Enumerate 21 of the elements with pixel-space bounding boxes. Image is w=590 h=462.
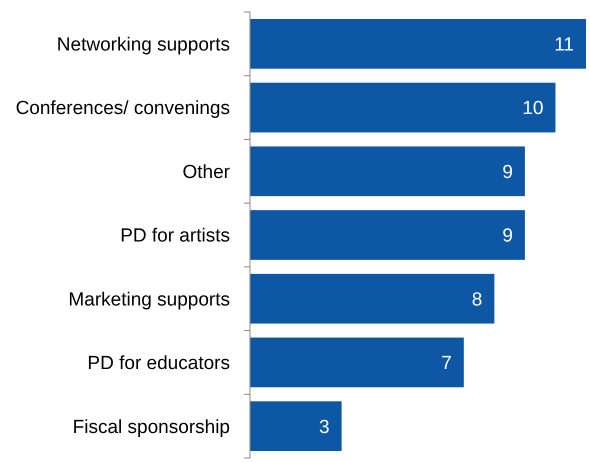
data-label: 11 [554, 34, 574, 56]
data-label: 10 [522, 98, 544, 120]
y-tick-label: Other [182, 162, 231, 183]
data-label: 3 [319, 416, 330, 438]
y-tick-label: Networking supports [56, 34, 230, 56]
bar [250, 146, 525, 196]
bar [250, 338, 464, 388]
data-label: 7 [441, 353, 452, 374]
y-tick-label: PD for artists [120, 226, 230, 247]
y-tick-label: PD for educators [87, 353, 230, 374]
y-tick-label: Fiscal sponsorship [72, 416, 230, 438]
bar [250, 274, 494, 324]
bar [250, 82, 556, 132]
bar [250, 401, 342, 451]
y-tick-label: Conferences/ convenings [16, 98, 230, 120]
data-label: 9 [502, 162, 513, 183]
data-label: 9 [502, 226, 513, 247]
bar [250, 210, 525, 260]
data-label: 8 [472, 289, 482, 310]
bar [250, 19, 586, 69]
y-tick-label: Marketing supports [68, 289, 230, 310]
